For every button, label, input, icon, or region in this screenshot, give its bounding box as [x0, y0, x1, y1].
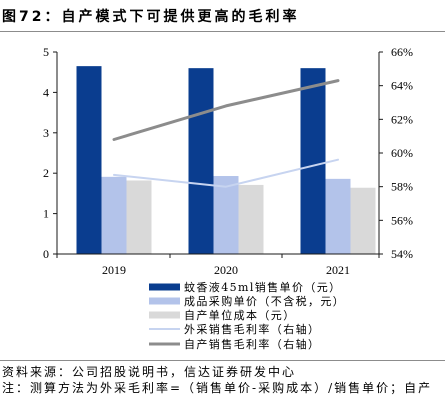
legend-swatch-2	[149, 311, 180, 319]
right-axis-tick-label: 62%	[391, 112, 413, 126]
legend-item-0: 蚊香液45ml销售单价（元）	[149, 280, 342, 294]
legend-label-0: 蚊香液45ml销售单价（元）	[184, 280, 342, 294]
x-axis-tick-label: 2021	[326, 263, 350, 277]
source-text: 资料来源：公司招股说明书，信达证券研发中心	[2, 365, 297, 379]
bar-series-0-2019	[76, 66, 102, 254]
lines-layer	[112, 79, 340, 188]
x-axis-layer: 2019 2020 2021	[56, 253, 380, 277]
legend-label-2: 自产单位成本（元）	[184, 308, 296, 322]
bars-layer	[76, 66, 376, 254]
bar-series-1-2021	[325, 178, 351, 254]
legend-item-4: 自产销售毛利率（右轴）	[149, 337, 320, 351]
line-series-3	[113, 158, 339, 188]
x-axis-tick-label: 2020	[214, 263, 238, 277]
x-axis-tick-label: 2019	[102, 263, 126, 277]
left-axis-tick-label: 5	[43, 45, 49, 59]
legend-swatch-0	[149, 283, 180, 291]
right-axis-tick-label: 60%	[391, 146, 413, 160]
bar-series-2-2019	[126, 180, 152, 254]
bar-series-0-2020	[188, 68, 214, 254]
right-axis-tick-label: 66%	[391, 45, 413, 59]
legend-item-3: 外采销售毛利率（右轴）	[149, 322, 320, 336]
bar-series-1-2020	[213, 176, 239, 254]
right-axis-tick-label: 58%	[391, 180, 413, 194]
legend-swatch-1	[149, 297, 180, 305]
left-axis-tick-label: 2	[43, 166, 49, 180]
line-series-4	[112, 79, 340, 141]
legend: 蚊香液45ml销售单价（元） 成品采购单价（不含税，元） 自产单位成本（元） 外…	[149, 280, 345, 351]
legend-item-1: 成品采购单价（不含税，元）	[149, 294, 345, 308]
bar-series-1-2019	[101, 176, 127, 254]
legend-label-3: 外采销售毛利率（右轴）	[184, 322, 320, 336]
bar-series-0-2021	[300, 68, 326, 254]
legend-label-1: 成品采购单价（不含税，元）	[184, 294, 345, 308]
axes-layer: 0 1 2 3 4 5 54% 56% 58% 60% 62% 64% 66%	[43, 45, 413, 261]
combo-chart: 0 1 2 3 4 5 54% 56% 58% 60% 62% 64% 66% 2019 2020 2021…	[43, 45, 413, 351]
figure-title: 图72：自产模式下可提供更高的毛利率	[2, 9, 300, 25]
title-divider	[0, 31, 445, 32]
right-axis-tick-label: 54%	[391, 247, 413, 261]
left-axis-tick-label: 1	[43, 207, 49, 221]
right-axis-tick-label: 56%	[391, 213, 413, 227]
note-text: 注：测算方法为外采毛利率=（销售单价-采购成本）/销售单价；自产	[2, 381, 433, 395]
right-axis-tick-label: 64%	[391, 79, 413, 93]
bar-series-2-2021	[350, 187, 376, 254]
left-axis-tick-label: 4	[43, 85, 49, 99]
left-axis-tick-label: 3	[43, 126, 49, 140]
legend-label-4: 自产销售毛利率（右轴）	[184, 337, 320, 351]
source-divider	[0, 360, 445, 361]
legend-item-2: 自产单位成本（元）	[149, 308, 296, 322]
bar-series-2-2020	[238, 184, 264, 254]
left-axis-tick-label: 0	[43, 247, 49, 261]
